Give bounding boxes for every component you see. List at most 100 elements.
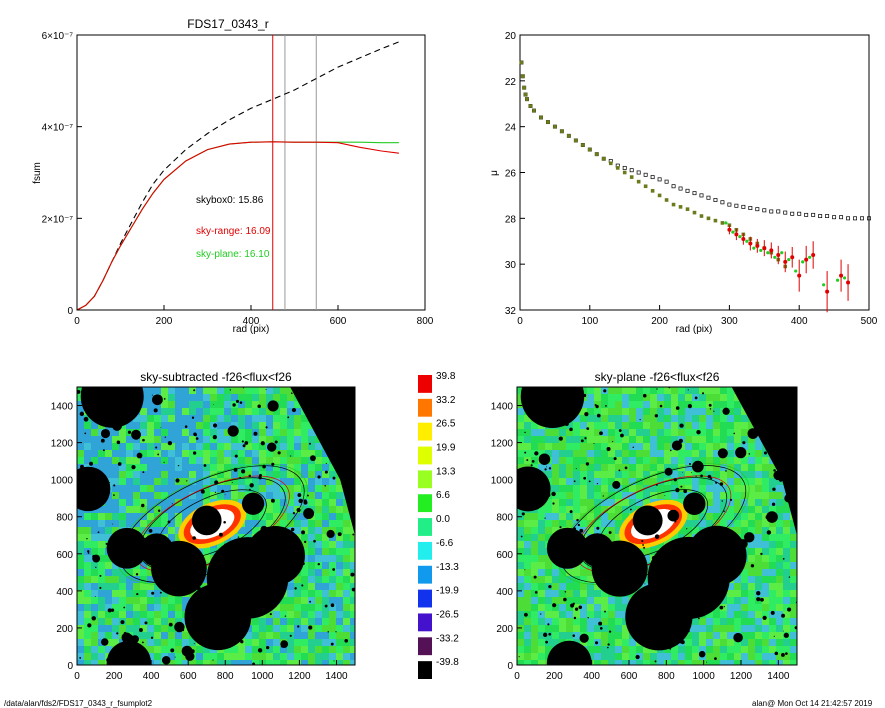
heatmap-pixel <box>280 618 287 625</box>
heatmap-pixel <box>594 415 601 422</box>
heatmap-pixel <box>741 436 748 443</box>
heatmap-pixel <box>538 534 545 541</box>
heatmap-pixel <box>769 590 776 597</box>
mask-circle-small <box>335 421 339 425</box>
mask-circle-small <box>563 597 567 602</box>
heatmap-pixel <box>545 506 552 513</box>
heatmap-pixel <box>664 464 671 471</box>
heatmap-pixel <box>622 450 629 457</box>
heatmap-pixel <box>294 520 301 527</box>
heatmap-pixel <box>692 436 699 443</box>
heatmap-pixel <box>77 527 84 534</box>
mask-circle-small <box>575 468 577 470</box>
heatmap-pixel <box>259 520 266 527</box>
heatmap-pixel <box>308 548 315 555</box>
heatmap-pixel <box>643 660 650 665</box>
heatmap-pixel <box>336 660 343 665</box>
mask-circle-small <box>292 512 296 515</box>
heatmap-pixel <box>580 450 587 457</box>
heatmap-pixel <box>140 562 147 569</box>
heatmap-pixel <box>119 506 126 513</box>
mask-circle-small <box>102 449 105 452</box>
mask-circle-small <box>593 442 595 444</box>
heatmap-pixel <box>664 450 671 457</box>
heatmap-ytick-label: 0 <box>67 661 73 672</box>
heatmap-pixel <box>315 520 322 527</box>
heatmap-pixel <box>189 478 196 485</box>
heatmap-pixel <box>336 625 343 632</box>
heatmap-pixel <box>329 604 336 611</box>
heatmap-pixel <box>84 555 91 562</box>
mask-circle-small <box>783 632 789 638</box>
heatmap-pixel <box>517 422 524 429</box>
heatmap-pixel <box>685 443 692 450</box>
mask-circle-small <box>606 447 611 452</box>
heatmap-pixel <box>336 618 343 625</box>
heatmap-pixel <box>748 541 755 548</box>
mask-circle-large <box>686 525 747 586</box>
heatmap-pixel <box>329 597 336 604</box>
mask-circle-small <box>289 634 292 637</box>
heatmap-pixel <box>231 478 238 485</box>
heatmap-pixel <box>301 534 308 541</box>
heatmap-pixel <box>517 576 524 583</box>
heatmap-pixel <box>322 534 329 541</box>
heatmap-pixel <box>692 401 699 408</box>
heatmap-pixel <box>671 394 678 401</box>
mask-circle-small <box>599 627 603 630</box>
heatmap-pixel <box>615 485 622 492</box>
heatmap-pixel <box>210 457 217 464</box>
heatmap-pixel <box>720 632 727 639</box>
heatmap-pixel <box>189 450 196 457</box>
heatmap-pixel <box>231 422 238 429</box>
mask-circle-small <box>267 400 279 412</box>
heatmap-pixel <box>168 443 175 450</box>
heatmap-pixel <box>140 478 147 485</box>
heatmap-pixel <box>727 457 734 464</box>
heatmap-pixel <box>706 422 713 429</box>
heatmap-pixel <box>713 436 720 443</box>
mask-circle-small <box>544 517 546 519</box>
mu-point <box>671 184 676 189</box>
mask-circle-small <box>748 453 751 455</box>
heatmap-pixel <box>594 450 601 457</box>
heatmap-pixel <box>273 611 280 618</box>
mask-circle-small <box>694 597 706 609</box>
heatmap-pixel <box>538 660 545 665</box>
mu-point <box>553 124 557 129</box>
heatmap-pixel <box>636 436 643 443</box>
mu-point <box>797 273 802 278</box>
heatmap-pixel <box>196 457 203 464</box>
heatmap-pixel <box>762 478 769 485</box>
heatmap-pixel <box>538 590 545 597</box>
heatmap-pixel <box>650 401 657 408</box>
heatmap-pixel <box>727 597 734 604</box>
heatmap-pixel <box>203 576 210 583</box>
heatmap-pixel <box>77 639 84 646</box>
heatmap-pixel <box>322 569 329 576</box>
heatmap-pixel <box>734 597 741 604</box>
heatmap-pixel <box>175 527 182 534</box>
heatmap-pixel <box>685 485 692 492</box>
heatmap-pixel <box>280 646 287 653</box>
heatmap-pixel <box>720 660 727 665</box>
heatmap-pixel <box>301 597 308 604</box>
mu-point <box>741 236 746 241</box>
heatmap-pixel <box>105 464 112 471</box>
mask-circle-small <box>249 483 254 488</box>
heatmap-pixel <box>294 625 301 632</box>
heatmap-pixel <box>217 541 224 548</box>
heatmap-pixel <box>245 520 252 527</box>
heatmap-pixel <box>154 387 161 394</box>
heatmap-pixel <box>741 527 748 534</box>
heatmap-pixel <box>524 590 531 597</box>
colorbar-swatch <box>418 613 432 632</box>
heatmap-pixel <box>727 604 734 611</box>
heatmap-ytick-label: 600 <box>496 550 513 561</box>
mask-circle-small <box>265 389 267 390</box>
mask-circle-small <box>665 582 669 586</box>
heatmap-pixel <box>189 485 196 492</box>
heatmap-pixel <box>538 513 545 520</box>
heatmap-pixel <box>147 499 154 506</box>
mask-circle-small <box>252 662 256 665</box>
